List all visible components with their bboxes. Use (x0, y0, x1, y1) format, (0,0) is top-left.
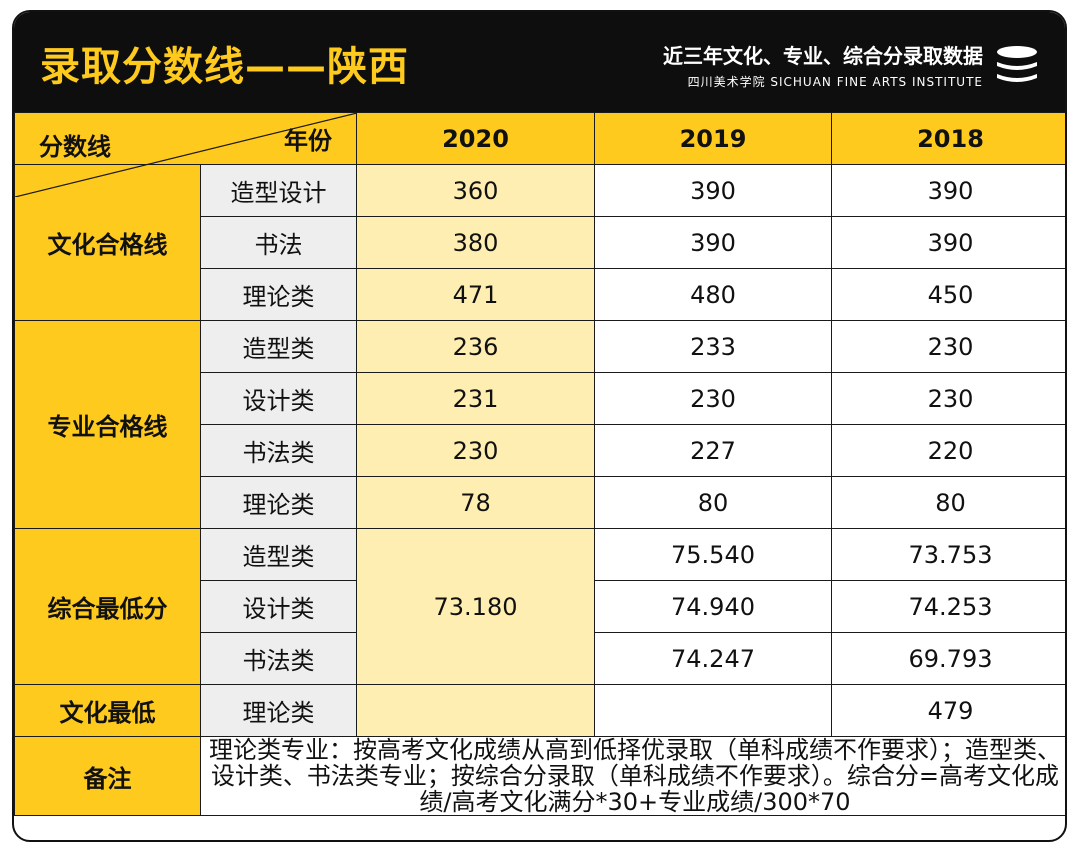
subcategory-cell: 理论类 (200, 476, 357, 529)
category-cell: 专业合格线 (14, 320, 201, 529)
score-cell-2020: 230 (356, 424, 595, 477)
corner-label-year: 年份 (284, 127, 332, 155)
score-cell-2018: 390 (831, 216, 1065, 269)
header-subtitle: 近三年文化、专业、综合分录取数据 (663, 44, 983, 68)
score-cell-2018: 230 (831, 372, 1065, 425)
corner-label-score: 分数线 (39, 133, 111, 161)
diagonal-line (15, 113, 357, 197)
table-row: 文化最低 理论类 479 (14, 684, 1065, 737)
table-row: 理论类 471 480 450 (15, 268, 1065, 321)
score-cell-2019: 74.940 (594, 580, 832, 633)
subcategory-cell: 书法 (200, 216, 357, 269)
year-header-row: 分数线 年份 2020 2019 2018 (14, 112, 1065, 197)
score-cell-2019: 74.247 (594, 632, 832, 685)
score-cell-2018: 230 (831, 320, 1065, 373)
table-row: 设计类 74.940 74.253 (15, 580, 1065, 633)
subcategory-cell: 理论类 (200, 268, 357, 321)
score-cell-2019: 230 (594, 372, 832, 425)
score-table: 分数线 年份 2020 2019 2018 文化合格线 造型设计 360 390… (14, 112, 1065, 816)
year-header: 2018 (831, 112, 1065, 165)
score-cell-2019: 75.540 (594, 528, 832, 581)
score-cell-2018: 69.793 (831, 632, 1065, 685)
score-cell-2019 (594, 684, 832, 737)
institute-name: 四川美术学院 SICHUAN FINE ARTS INSTITUTE (687, 75, 983, 89)
table-row: 书法类 74.247 69.793 (15, 632, 1065, 685)
header-bar: 录取分数线——陕西 近三年文化、专业、综合分录取数据 四川美术学院 SICHUA… (14, 12, 1065, 112)
subcategory-cell: 书法类 (200, 424, 357, 477)
score-cell-2018: 390 (831, 164, 1065, 217)
note-label: 备注 (14, 736, 201, 816)
note-text: 理论类专业：按高考文化成绩从高到低择优录取（单科成绩不作要求）；造型类、设计类、… (200, 736, 1065, 816)
table-row: 文化合格线 造型设计 360 390 390 (14, 164, 1065, 321)
year-header: 2019 (594, 112, 832, 165)
subcategory-cell: 设计类 (200, 580, 357, 633)
score-cell-2019: 80 (594, 476, 832, 529)
score-cell-2020 (356, 684, 595, 737)
table-row: 书法 380 390 390 (15, 216, 1065, 269)
score-cell-2018: 74.253 (831, 580, 1065, 633)
score-cell-2020: 78 (356, 476, 595, 529)
subcategory-cell: 造型类 (200, 528, 357, 581)
corner-header: 分数线 年份 (14, 112, 357, 197)
score-cell-2018: 220 (831, 424, 1065, 477)
table-row: 专业合格线 造型类 236 233 230 (14, 320, 1065, 529)
subcategory-cell: 理论类 (200, 684, 357, 737)
category-cell: 文化最低 (14, 684, 201, 737)
table-row: 理论类 78 80 80 (15, 476, 1065, 529)
stack-logo-icon (997, 46, 1037, 82)
score-cell-2019: 390 (594, 216, 832, 269)
header-subtitle-block: 近三年文化、专业、综合分录取数据 四川美术学院 SICHUAN FINE ART… (663, 40, 983, 90)
score-cell-2020-merged: 73.180 (356, 528, 595, 685)
score-cell-2020: 236 (356, 320, 595, 373)
score-cell-2020: 360 (356, 164, 595, 217)
score-cell-2020: 231 (356, 372, 595, 425)
score-cell-2020: 380 (356, 216, 595, 269)
score-cell-2019: 390 (594, 164, 832, 217)
category-cell: 综合最低分 (14, 528, 201, 685)
year-header: 2020 (356, 112, 595, 165)
note-row: 备注 理论类专业：按高考文化成绩从高到低择优录取（单科成绩不作要求）；造型类、设… (14, 736, 1065, 816)
table-row: 综合最低分 造型类 73.180 75.540 73.753 (14, 528, 1065, 685)
score-cell-2019: 480 (594, 268, 832, 321)
table-row: 书法类 230 227 220 (15, 424, 1065, 477)
score-card: 录取分数线——陕西 近三年文化、专业、综合分录取数据 四川美术学院 SICHUA… (12, 10, 1067, 842)
subcategory-cell: 造型类 (200, 320, 357, 373)
score-cell-2018: 450 (831, 268, 1065, 321)
subcategory-cell: 造型设计 (200, 164, 357, 217)
subcategory-cell: 书法类 (200, 632, 357, 685)
score-cell-2019: 233 (594, 320, 832, 373)
score-cell-2018: 479 (831, 684, 1065, 737)
score-cell-2020: 471 (356, 268, 595, 321)
page-title: 录取分数线——陕西 (40, 44, 409, 90)
score-cell-2018: 80 (831, 476, 1065, 529)
score-cell-2019: 227 (594, 424, 832, 477)
score-cell-2018: 73.753 (831, 528, 1065, 581)
subcategory-cell: 设计类 (200, 372, 357, 425)
